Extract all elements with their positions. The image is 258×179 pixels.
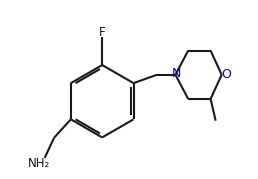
- Text: N: N: [171, 67, 181, 80]
- Text: F: F: [99, 26, 106, 39]
- Text: O: O: [221, 68, 231, 81]
- Text: NH₂: NH₂: [28, 157, 50, 170]
